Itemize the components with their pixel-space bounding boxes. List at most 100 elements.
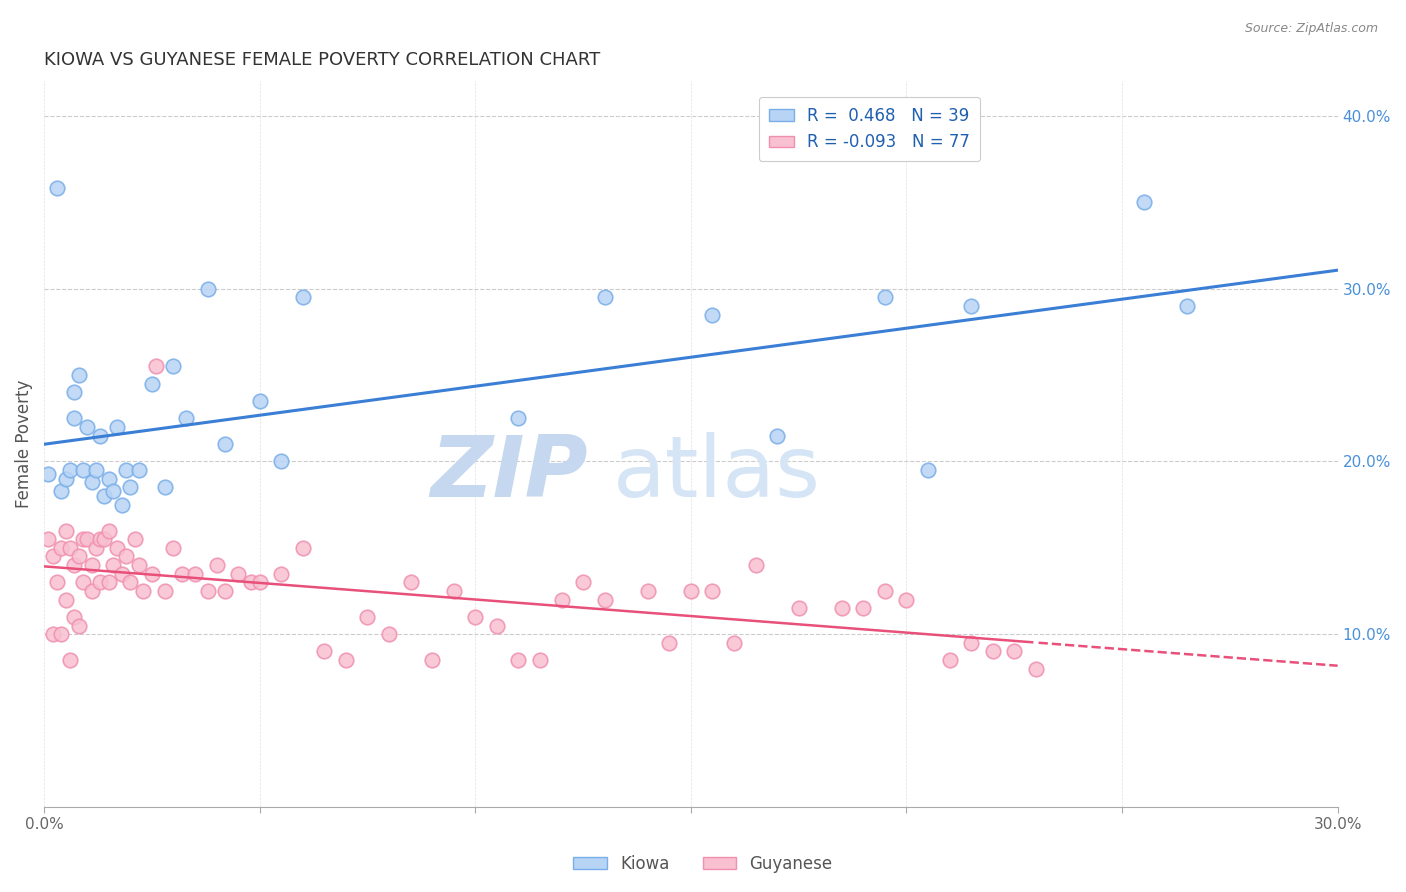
Point bbox=[162, 359, 184, 374]
Point bbox=[59, 463, 82, 477]
Text: Source: ZipAtlas.com: Source: ZipAtlas.com bbox=[1244, 22, 1378, 36]
Point bbox=[443, 584, 465, 599]
Point bbox=[124, 532, 146, 546]
Point bbox=[111, 566, 134, 581]
Point bbox=[80, 558, 103, 573]
Point bbox=[93, 532, 115, 546]
Point bbox=[72, 575, 94, 590]
Point bbox=[84, 463, 107, 477]
Point bbox=[485, 618, 508, 632]
Point bbox=[214, 437, 236, 451]
Legend: R =  0.468   N = 39, R = -0.093   N = 77: R = 0.468 N = 39, R = -0.093 N = 77 bbox=[759, 97, 980, 161]
Point bbox=[197, 584, 219, 599]
Point bbox=[873, 584, 896, 599]
Point bbox=[97, 472, 120, 486]
Point bbox=[162, 541, 184, 555]
Point bbox=[42, 627, 65, 641]
Point bbox=[938, 653, 960, 667]
Point bbox=[84, 541, 107, 555]
Point bbox=[420, 653, 443, 667]
Point bbox=[72, 532, 94, 546]
Point bbox=[59, 653, 82, 667]
Point bbox=[464, 610, 486, 624]
Point bbox=[981, 644, 1004, 658]
Point bbox=[89, 532, 111, 546]
Legend: Kiowa, Guyanese: Kiowa, Guyanese bbox=[567, 848, 839, 880]
Point bbox=[240, 575, 263, 590]
Point bbox=[399, 575, 422, 590]
Point bbox=[723, 636, 745, 650]
Point bbox=[702, 308, 724, 322]
Point bbox=[153, 480, 176, 494]
Point bbox=[120, 480, 142, 494]
Point bbox=[572, 575, 595, 590]
Point bbox=[658, 636, 681, 650]
Point bbox=[145, 359, 167, 374]
Point bbox=[107, 420, 129, 434]
Point bbox=[593, 290, 616, 304]
Point bbox=[63, 610, 86, 624]
Point bbox=[55, 524, 77, 538]
Point bbox=[702, 584, 724, 599]
Point bbox=[89, 575, 111, 590]
Point bbox=[107, 541, 129, 555]
Point bbox=[72, 463, 94, 477]
Y-axis label: Female Poverty: Female Poverty bbox=[15, 380, 32, 508]
Point bbox=[46, 181, 69, 195]
Point bbox=[97, 524, 120, 538]
Point bbox=[960, 299, 983, 313]
Point bbox=[1175, 299, 1198, 313]
Point bbox=[205, 558, 228, 573]
Point bbox=[59, 541, 82, 555]
Point bbox=[51, 541, 73, 555]
Point bbox=[80, 475, 103, 490]
Point bbox=[314, 644, 336, 658]
Point bbox=[529, 653, 551, 667]
Point bbox=[132, 584, 155, 599]
Point bbox=[172, 566, 194, 581]
Point bbox=[550, 592, 572, 607]
Point bbox=[270, 454, 292, 468]
Point bbox=[67, 368, 90, 382]
Point bbox=[508, 411, 530, 425]
Point bbox=[141, 566, 163, 581]
Text: KIOWA VS GUYANESE FEMALE POVERTY CORRELATION CHART: KIOWA VS GUYANESE FEMALE POVERTY CORRELA… bbox=[44, 51, 600, 69]
Point bbox=[128, 463, 150, 477]
Point bbox=[873, 290, 896, 304]
Point bbox=[120, 575, 142, 590]
Point bbox=[960, 636, 983, 650]
Point bbox=[831, 601, 853, 615]
Point bbox=[378, 627, 401, 641]
Point bbox=[176, 411, 198, 425]
Point bbox=[508, 653, 530, 667]
Point bbox=[184, 566, 207, 581]
Point bbox=[291, 541, 314, 555]
Point bbox=[128, 558, 150, 573]
Point bbox=[249, 575, 271, 590]
Text: atlas: atlas bbox=[613, 432, 821, 515]
Point bbox=[93, 489, 115, 503]
Point bbox=[51, 627, 73, 641]
Point bbox=[896, 592, 918, 607]
Point bbox=[115, 549, 138, 564]
Point bbox=[1002, 644, 1025, 658]
Point bbox=[291, 290, 314, 304]
Point bbox=[63, 411, 86, 425]
Point bbox=[42, 549, 65, 564]
Point bbox=[197, 282, 219, 296]
Point bbox=[917, 463, 939, 477]
Point bbox=[679, 584, 702, 599]
Point bbox=[249, 394, 271, 409]
Point bbox=[787, 601, 810, 615]
Point bbox=[141, 376, 163, 391]
Point bbox=[637, 584, 659, 599]
Point bbox=[89, 428, 111, 442]
Point bbox=[101, 558, 124, 573]
Point bbox=[67, 549, 90, 564]
Point bbox=[97, 575, 120, 590]
Point bbox=[270, 566, 292, 581]
Point bbox=[101, 483, 124, 498]
Point bbox=[55, 472, 77, 486]
Point bbox=[335, 653, 357, 667]
Point bbox=[593, 592, 616, 607]
